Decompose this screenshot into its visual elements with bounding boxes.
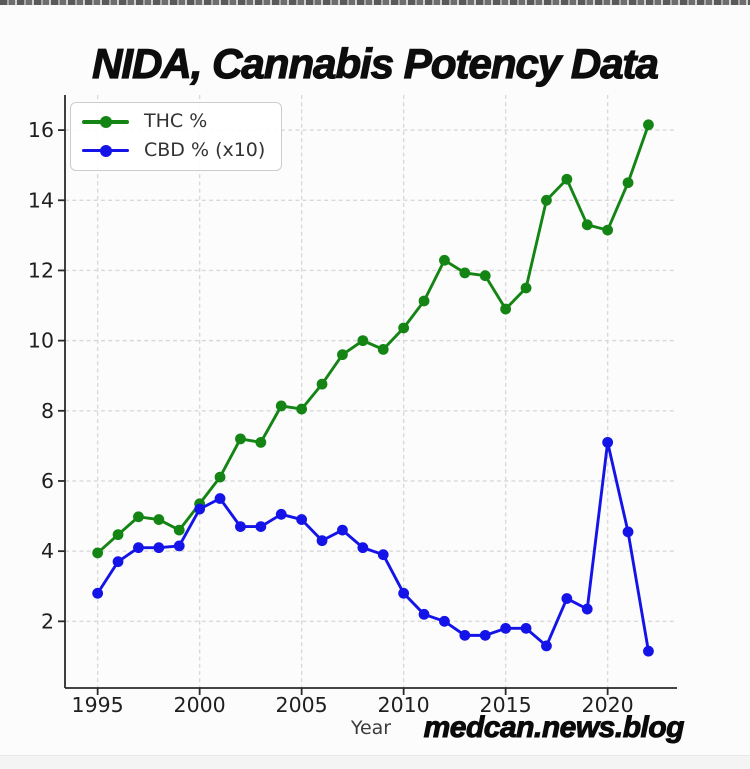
y-tick-label: 16 [28,118,54,142]
thc-data-point [316,378,328,390]
y-tick-label: 8 [41,399,54,423]
cbd-data-point [133,542,144,554]
cbd-data-point [622,526,634,538]
top-banner-strip [0,0,750,5]
thc-marker-dot [99,115,112,128]
x-tick-label: 2015 [480,693,532,717]
x-axis-label: Year [350,717,392,739]
y-tick-label: 6 [41,469,54,493]
x-tick-label: 2010 [378,693,430,717]
cbd-data-point [500,622,512,634]
legend-label-cbd: CBD % (x10) [144,138,266,161]
cbd-data-point [581,603,593,615]
cbd-data-point [398,587,410,599]
cbd-data-point [459,629,471,641]
cbd-data-point [561,593,573,604]
thc-data-point [500,303,512,315]
y-tick-label: 10 [28,329,54,353]
y-tick-label: 14 [28,188,54,212]
thc-data-point [235,433,246,445]
thc-data-point [602,224,614,236]
cbd-data-point [194,503,206,515]
cbd-data-point [357,542,369,554]
thc-data-point [214,471,226,483]
thc-data-point [275,400,287,412]
y-tick-label: 12 [28,258,54,282]
cbd-data-point [112,556,124,568]
thc-data-point [643,119,654,131]
cbd-marker-dot [99,144,112,157]
cbd-data-point [173,540,185,552]
legend: THC % CBD % (x10) [70,102,283,171]
cbd-data-point [214,493,226,504]
cbd-data-point [439,615,450,627]
thc-data-point [92,547,104,559]
x-tick-label: 2005 [276,693,328,717]
thc-data-point [133,511,144,523]
thc-data-point [337,349,348,361]
cbd-data-point [479,629,491,641]
cbd-data-point [520,622,532,634]
cbd-data-point [541,640,552,652]
thc-data-point [112,529,124,541]
cbd-data-point [377,549,389,561]
thc-data-point [255,436,267,448]
legend-label-thc: THC % [144,110,208,132]
thc-data-point [459,267,471,279]
bottom-strip [0,755,750,769]
chart-title: NIDA, Cannabis Potency Data [91,39,659,87]
cbd-data-point [418,608,430,620]
thc-data-point [377,343,389,355]
cbd-data-point [316,535,328,547]
y-tick-label: 4 [41,539,54,563]
cbd-line [96,440,650,653]
cbd-line-swatch [82,144,129,157]
thc-data-point [153,514,165,525]
watermark-text: medcan.news.blog [423,711,685,745]
cbd-data-point [275,508,287,520]
thc-data-point [398,322,410,334]
cbd-data-point [92,587,104,599]
cbd-data-point [255,521,267,532]
cbd-data-point [643,645,654,657]
thc-data-point [439,254,450,266]
x-tick-label: 1995 [72,693,124,717]
thc-data-point [418,295,430,307]
thc-data-point [479,270,491,282]
cbd-data-point [296,514,308,525]
thc-data-point [296,403,308,415]
legend-item-thc: THC % [82,110,265,133]
x-tick-label: 2020 [582,693,634,717]
thc-line [96,123,650,555]
thc-line-swatch [82,115,129,128]
thc-data-point [541,194,552,206]
thc-data-point [581,219,593,231]
thc-data-point [622,177,634,189]
thc-data-point [173,524,185,536]
x-tick-label: 2000 [174,693,226,717]
y-tick-label: 2 [41,609,54,633]
cbd-data-point [602,436,614,448]
cbd-data-point [235,521,246,532]
thc-data-point [357,335,369,347]
cbd-data-point [153,542,165,554]
legend-item-cbd: CBD % (x10) [82,138,266,162]
thc-data-point [520,282,532,294]
cbd-data-point [337,524,348,536]
thc-data-point [561,173,573,185]
